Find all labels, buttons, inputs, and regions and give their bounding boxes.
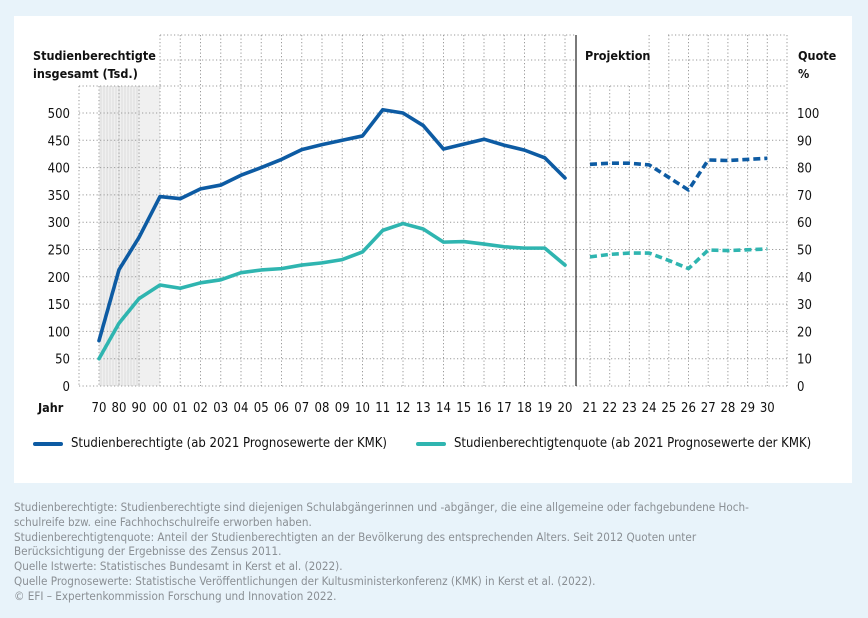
tick-labels: 0501001502002503003504004505000102030405… <box>48 107 820 416</box>
right-tick-label: 80 <box>797 162 812 177</box>
x-tick-label: 23 <box>622 401 637 416</box>
x-tick-label: 30 <box>760 401 775 416</box>
x-tick-label: 20 <box>558 401 573 416</box>
x-tick-label: 90 <box>132 401 147 416</box>
shaded-region <box>99 86 160 386</box>
series-projection-quote <box>589 247 768 271</box>
x-tick-label: 25 <box>661 401 676 416</box>
right-tick-label: 100 <box>797 107 819 122</box>
x-axis-title: Jahr <box>37 400 64 415</box>
left-tick-label: 400 <box>48 162 70 177</box>
right-tick-label: 30 <box>797 298 812 313</box>
note-line: © EFI – Expertenkommission Forschung und… <box>14 588 337 603</box>
x-tick-label: 80 <box>112 401 127 416</box>
x-tick-label: 13 <box>416 401 431 416</box>
x-tick-label: 07 <box>294 401 309 416</box>
x-tick-label: 15 <box>456 401 471 416</box>
left-tick-label: 250 <box>48 244 70 259</box>
right-tick-label: 20 <box>797 325 812 340</box>
left-axis-title-line2: insgesamt (Tsd.) <box>33 66 138 81</box>
x-tick-label: 05 <box>254 401 269 416</box>
right-tick-label: 70 <box>797 189 812 204</box>
x-tick-label: 10 <box>355 401 370 416</box>
chart: 0501001502002503003504004505000102030405… <box>33 34 837 416</box>
left-axis-title-line1: Studienberechtigte <box>33 48 156 63</box>
projection-label: Projektion <box>585 48 650 63</box>
x-tick-label: 11 <box>375 401 390 416</box>
x-tick-label: 04 <box>234 401 249 416</box>
left-tick-label: 50 <box>55 353 70 368</box>
x-tick-label: 19 <box>537 401 552 416</box>
right-tick-label: 60 <box>797 216 812 231</box>
left-tick-label: 350 <box>48 189 70 204</box>
x-tick-label: 03 <box>213 401 228 416</box>
legend-label: Studienberechtigte (ab 2021 Prognosewert… <box>71 436 387 451</box>
right-axis-title-line2: % <box>798 66 809 81</box>
x-tick-label: 21 <box>583 401 598 416</box>
x-tick-label: 12 <box>396 401 411 416</box>
legend-swatch-teal <box>416 441 446 446</box>
footnotes: Studienberechtigte: Studienberechtigte s… <box>14 500 854 604</box>
note-line: Studienberechtigte: Studienberechtigte s… <box>14 500 749 514</box>
right-axis-title-line1: Quote <box>798 48 837 63</box>
left-tick-label: 450 <box>48 134 70 149</box>
left-tick-label: 500 <box>48 107 70 122</box>
right-tick-label: 10 <box>797 353 812 368</box>
x-tick-label: 17 <box>497 401 512 416</box>
x-tick-label: 02 <box>193 401 208 416</box>
x-tick-label: 26 <box>681 401 696 416</box>
shaded-area <box>99 86 160 386</box>
x-tick-label: 09 <box>335 401 350 416</box>
legend-label: Studienberechtigtenquote (ab 2021 Progno… <box>454 436 812 451</box>
x-tick-label: 01 <box>173 401 188 416</box>
x-tick-label: 27 <box>701 401 716 416</box>
series-projection-studienberechtigte <box>589 156 768 192</box>
x-tick-label: 06 <box>274 401 289 416</box>
x-tick-label: 28 <box>720 401 735 416</box>
right-tick-label: 0 <box>797 380 804 395</box>
x-tick-label: 08 <box>315 401 330 416</box>
left-tick-label: 0 <box>63 380 70 395</box>
left-tick-label: 300 <box>48 216 70 231</box>
legend-item-studienberechtigte: Studienberechtigte (ab 2021 Prognosewert… <box>33 436 387 451</box>
left-tick-label: 150 <box>48 298 70 313</box>
series-line-quote <box>97 221 567 361</box>
grid <box>78 34 788 387</box>
x-tick-label: 70 <box>92 401 107 416</box>
x-tick-label: 18 <box>517 401 532 416</box>
left-tick-label: 200 <box>48 271 70 286</box>
x-tick-label: 00 <box>153 401 168 416</box>
legend-item-quote: Studienberechtigtenquote (ab 2021 Progno… <box>416 436 811 451</box>
note-line: schulreife bzw. eine Fachhochschulreife … <box>14 514 312 529</box>
right-tick-label: 40 <box>797 271 812 286</box>
legend: Studienberechtigte (ab 2021 Prognosewert… <box>0 436 868 456</box>
x-tick-label: 22 <box>602 401 617 416</box>
series-line-studienberechtigte <box>97 107 567 343</box>
x-tick-label: 16 <box>477 401 492 416</box>
x-tick-label: 14 <box>436 401 451 416</box>
series <box>97 107 768 361</box>
right-tick-label: 50 <box>797 244 812 259</box>
note-line: Quelle Prognosewerte: Statistische Veröf… <box>14 573 596 588</box>
x-tick-label: 24 <box>642 401 657 416</box>
right-tick-label: 90 <box>797 134 812 149</box>
note-line: Quelle Istwerte: Statistisches Bundesamt… <box>14 559 343 574</box>
legend-swatch-blue <box>33 441 63 446</box>
note-line: Berücksichtigung der Ergebnisse des Zens… <box>14 544 282 559</box>
left-tick-label: 100 <box>48 325 70 340</box>
note-line: Studienberechtigtenquote: Anteil der Stu… <box>14 529 697 544</box>
x-tick-label: 29 <box>740 401 755 416</box>
